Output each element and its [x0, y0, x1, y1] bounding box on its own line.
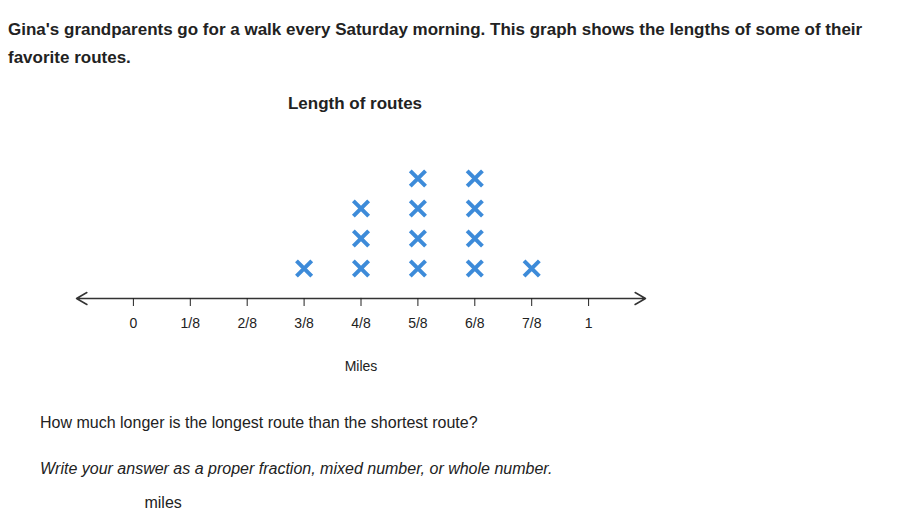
html-text:Length of routes: Length of routes — [287, 94, 422, 113]
html-text:miles: miles — [144, 494, 182, 512]
html-text:How much longer is the longest: How much longer is the longest route tha… — [40, 414, 478, 431]
svg-text:1/8: 1/8 — [181, 315, 201, 331]
html-text:Gina's grandparents go for a w: Gina's grandparents go for a walk every … — [8, 20, 863, 67]
svg-text:1: 1 — [585, 315, 593, 331]
svg-text:3/8: 3/8 — [294, 315, 314, 331]
html-text:Write your answer as a proper: Write your answer as a proper fraction, … — [40, 460, 553, 477]
svg-text:0: 0 — [130, 315, 138, 331]
svg-text:5/8: 5/8 — [408, 315, 428, 331]
svg-text:4/8: 4/8 — [351, 315, 371, 331]
svg-text:7/8: 7/8 — [522, 315, 542, 331]
svg-text:6/8: 6/8 — [465, 315, 485, 331]
svg-text:2/8: 2/8 — [237, 315, 257, 331]
svg-text:Miles: Miles — [345, 358, 378, 374]
